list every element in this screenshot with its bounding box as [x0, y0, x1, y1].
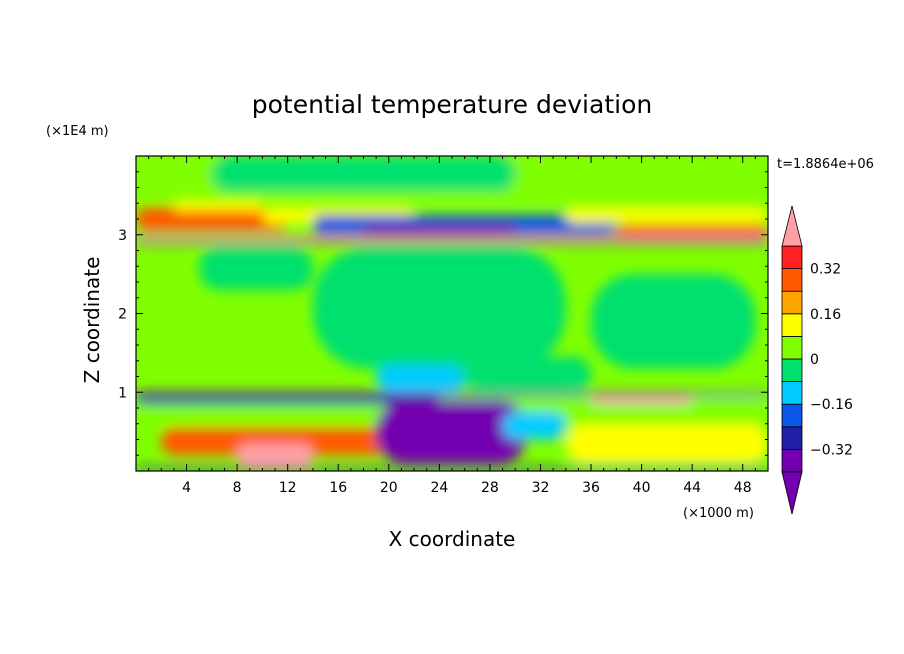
contour-region	[161, 427, 389, 456]
time-label: t=1.8864e+06	[777, 157, 874, 172]
contour-region	[211, 156, 516, 192]
contour-region	[376, 364, 465, 393]
colorbar-under-triangle	[781, 471, 803, 515]
contour-region	[136, 241, 768, 245]
contour-regions	[136, 156, 768, 471]
x-tick-label: 36	[582, 480, 600, 496]
contour-region	[616, 225, 768, 237]
x-tick-label: 28	[481, 480, 499, 496]
colorbar: 0.32 0.16 0 −0.16 −0.32	[781, 205, 853, 515]
y-unit-label: (×1E4 m)	[46, 124, 109, 139]
x-tick-label: 32	[532, 480, 550, 496]
contour-region	[136, 207, 288, 231]
x-tick-label: 12	[279, 480, 297, 496]
contour-region	[237, 443, 313, 468]
contour-region	[591, 396, 693, 405]
x-unit-label: (×1000 m)	[683, 506, 754, 521]
colorbar-tick-label: 0.32	[810, 262, 841, 278]
x-axis-ticks: 4 8 12 16 20 24 28 32 36 40 44 48	[148, 156, 756, 496]
colorbar-cell	[781, 268, 803, 292]
colorbar-cell	[781, 381, 803, 405]
colorbar-cell	[781, 403, 803, 428]
contour-region	[502, 411, 566, 440]
colorbar-cell	[781, 448, 803, 473]
contour-region	[591, 274, 756, 369]
x-tick-label: 40	[633, 480, 651, 496]
colorbar-cell	[781, 335, 803, 360]
colorbar-tick-label: −0.32	[810, 442, 853, 458]
y-axis-label: Z coordinate	[80, 257, 104, 384]
colorbar-cell	[781, 290, 803, 315]
colorbar-cell	[781, 358, 803, 383]
contour-region	[173, 201, 263, 212]
colorbar-cell	[781, 426, 803, 450]
contour-region	[376, 400, 528, 464]
contour-region	[363, 225, 516, 235]
colorbar-tick-label: −0.16	[810, 397, 853, 413]
colorbar-cell	[781, 313, 803, 337]
contour-region	[464, 356, 592, 393]
chart-title: potential temperature deviation	[252, 90, 652, 119]
contour-region	[136, 396, 440, 405]
colorbar-tick-label: 0.16	[810, 307, 841, 323]
contour-region	[136, 392, 768, 397]
contour-region	[136, 236, 768, 242]
x-tick-label: 4	[182, 480, 191, 496]
x-axis-label: X coordinate	[389, 527, 516, 551]
y-tick-label: 1	[118, 385, 127, 401]
contour-region	[565, 207, 768, 223]
y-tick-label: 2	[118, 307, 127, 323]
colorbar-tick-label: 0	[810, 352, 819, 368]
x-tick-label: 20	[380, 480, 398, 496]
contour-region	[199, 246, 313, 290]
contour-region	[312, 246, 566, 369]
x-tick-label: 48	[734, 480, 752, 496]
y-tick-label: 3	[118, 228, 127, 244]
x-tick-label: 24	[430, 480, 448, 496]
x-tick-label: 8	[233, 480, 242, 496]
contour-region	[565, 423, 768, 464]
colorbar-over-triangle	[781, 205, 803, 247]
y-axis-ticks: 1 2 3	[118, 171, 768, 456]
x-tick-label: 44	[683, 480, 701, 496]
colorbar-cell	[781, 245, 803, 270]
x-tick-label: 16	[329, 480, 347, 496]
